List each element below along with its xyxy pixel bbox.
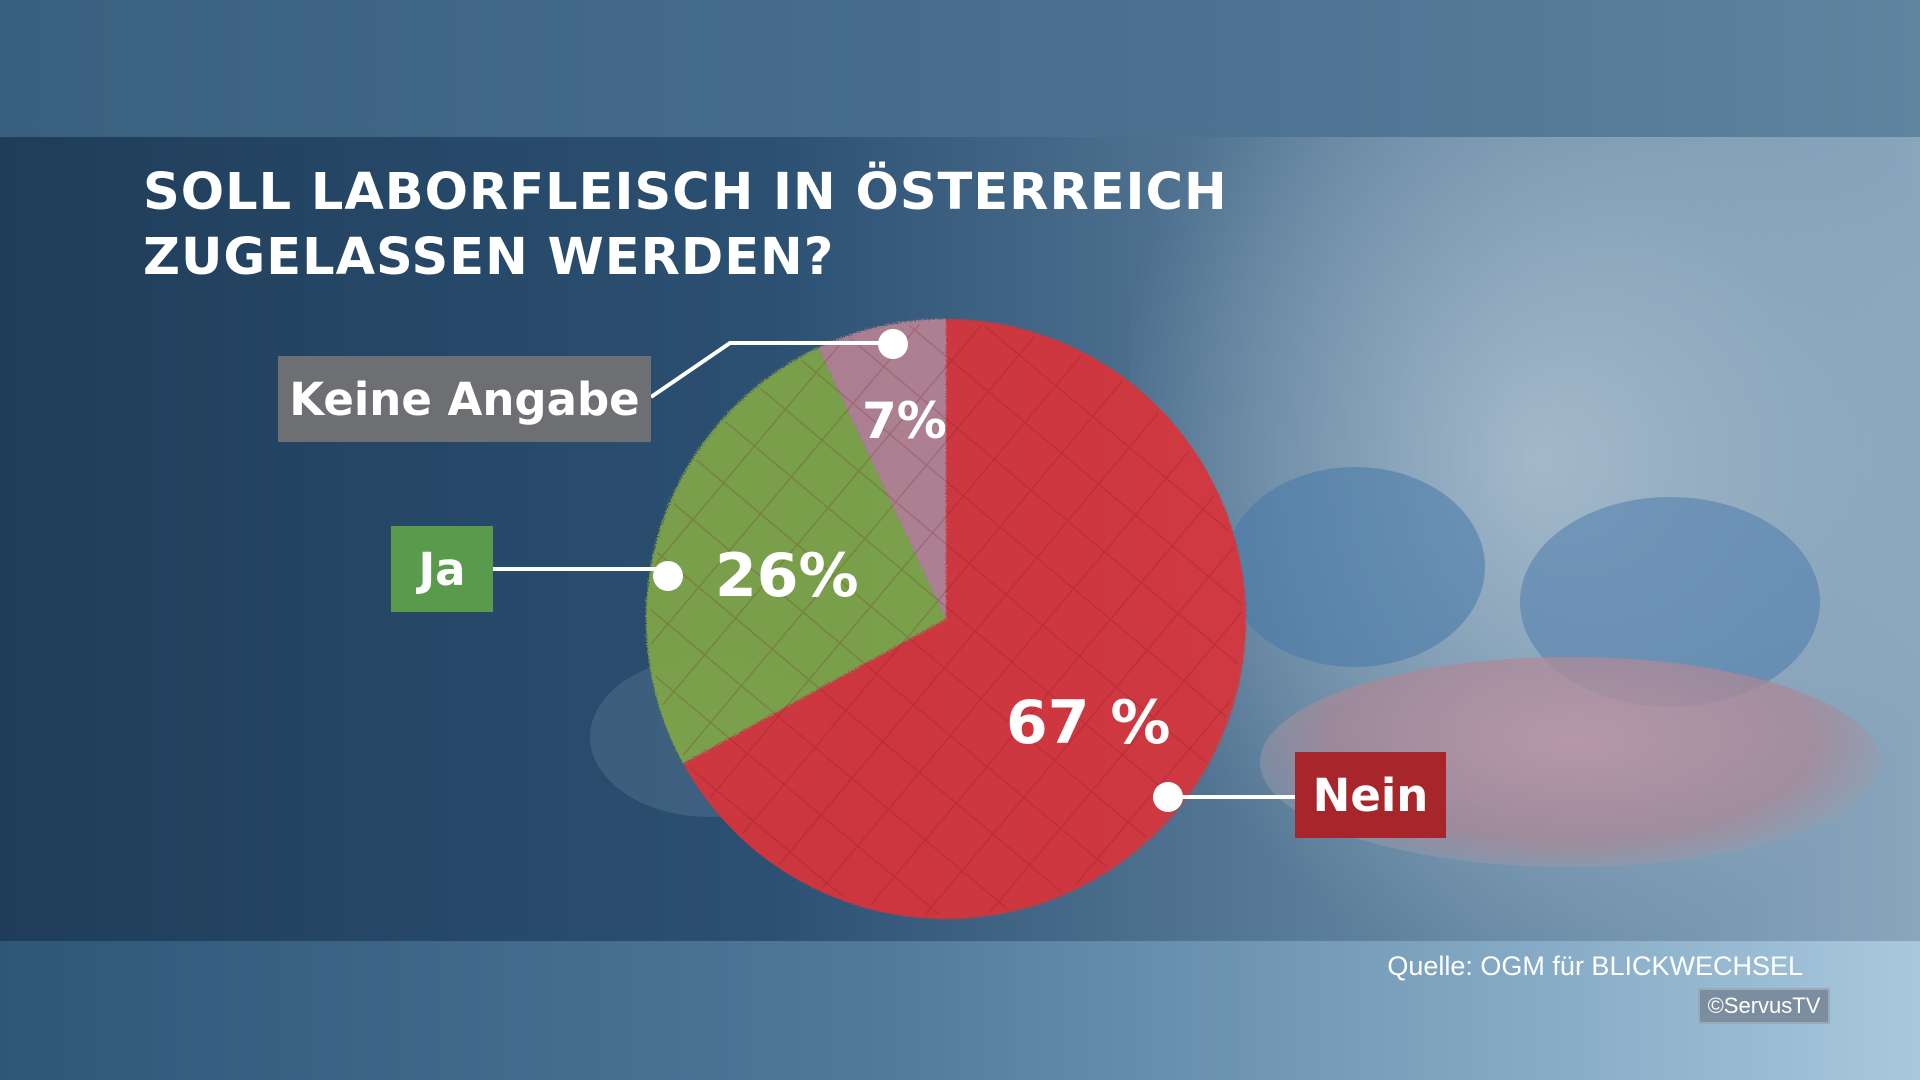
chart-title: SOLL LABORFLEISCH IN ÖSTERREICH ZUGELASS… bbox=[143, 160, 1343, 290]
chart-title-line-2: ZUGELASSEN WERDEN? bbox=[143, 228, 835, 287]
marker-keine-angabe bbox=[878, 329, 908, 359]
data-label-keine-angabe: 7% bbox=[862, 392, 947, 450]
data-label-ja: 26% bbox=[715, 541, 859, 611]
glove-left bbox=[1225, 467, 1485, 667]
bottom-band bbox=[0, 941, 1920, 1080]
data-label-nein: 67 % bbox=[1006, 688, 1171, 758]
marker-ja bbox=[653, 561, 683, 591]
marker-nein bbox=[1153, 782, 1183, 812]
legend-label-ja: Ja bbox=[391, 526, 493, 612]
legend-label-nein: Nein bbox=[1295, 752, 1446, 838]
pie-texture bbox=[650, 323, 1242, 915]
source-note: Quelle: OGM für BLICKWECHSEL bbox=[1387, 951, 1803, 981]
connector-keine-angabe bbox=[649, 341, 893, 399]
legend-label-keine-angabe: Keine Angabe bbox=[278, 356, 651, 442]
top-band bbox=[0, 0, 1920, 137]
chart-title-line-1: SOLL LABORFLEISCH IN ÖSTERREICH bbox=[143, 163, 1228, 222]
copyright-badge: ©ServusTV bbox=[1698, 988, 1830, 1024]
